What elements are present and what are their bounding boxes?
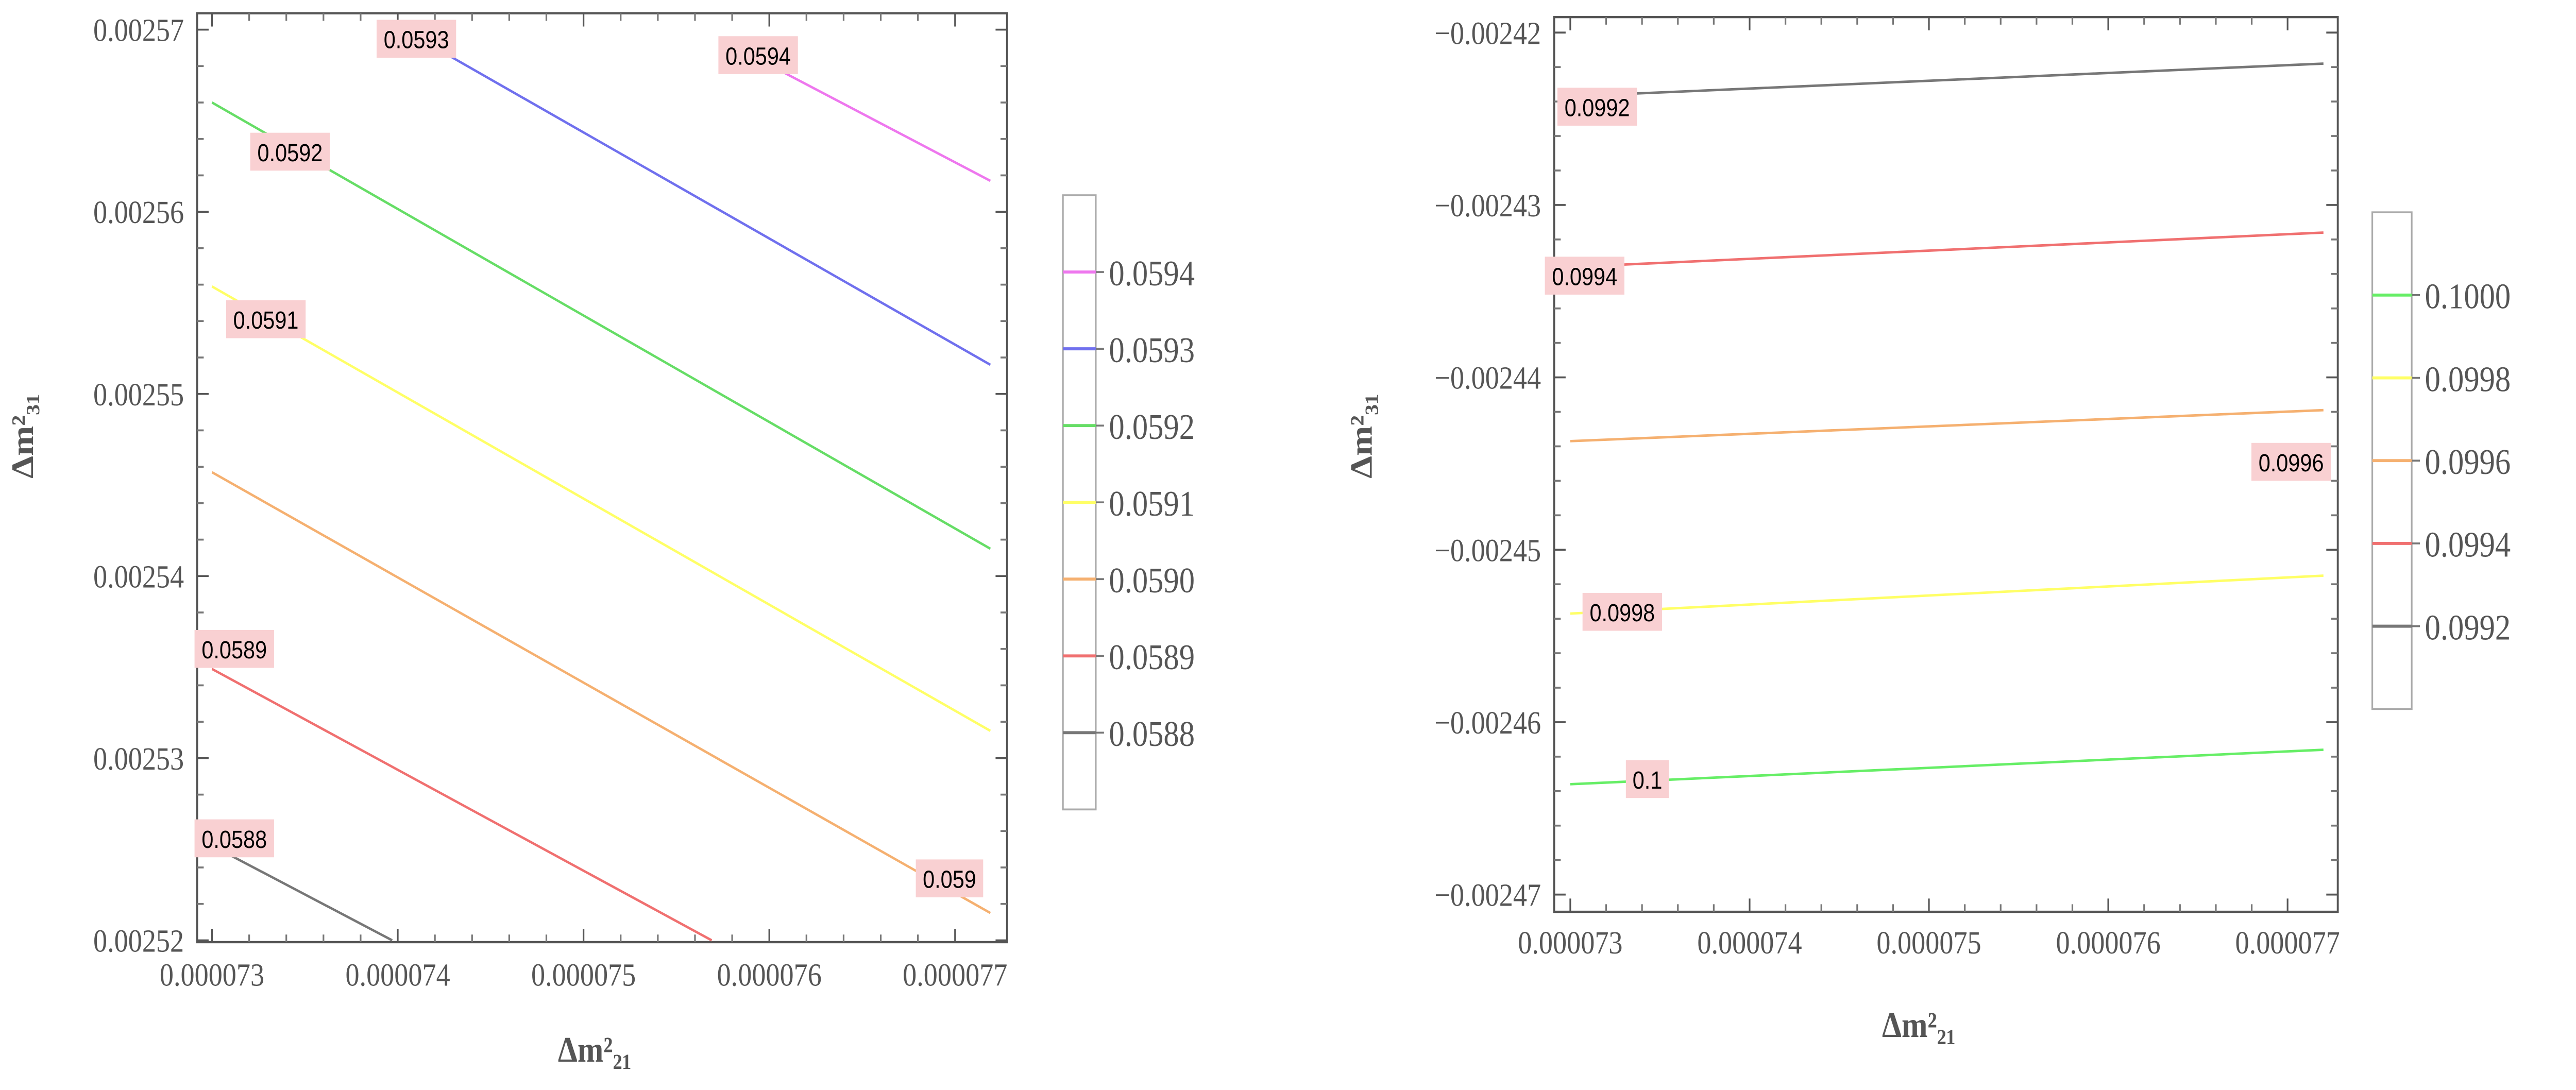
legend-label: 0.0594 — [1109, 254, 1195, 294]
y-tick-label: −0.00242 — [1434, 15, 1541, 51]
contour-line-0.0589 — [211, 668, 713, 942]
x-tick-label: 0.000073 — [1518, 925, 1622, 960]
x-tick-label: 0.000076 — [717, 957, 822, 993]
x-axis-title: Δm²₂₁ — [558, 1030, 632, 1070]
x-tick-label: 0.000073 — [160, 957, 264, 993]
contour-label-bg — [1545, 257, 1624, 295]
x-tick-label: 0.000075 — [531, 957, 636, 993]
contour-line-0.0998 — [1570, 574, 2324, 615]
y-tick-label: −0.00244 — [1434, 360, 1541, 396]
contour-line-0.1 — [1570, 748, 2324, 786]
contour-label: 0.059 — [923, 866, 976, 893]
contour-label: 0.0591 — [233, 306, 299, 334]
contour-label-bg — [226, 300, 306, 338]
legend-label: 0.0998 — [2425, 360, 2511, 399]
legend-label: 0.0996 — [2425, 442, 2511, 482]
x-tick-label: 0.000077 — [903, 957, 1007, 993]
y-tick-label: −0.00246 — [1434, 705, 1541, 740]
contour-line-0.0593 — [416, 36, 991, 366]
contour-line-0.0592 — [211, 101, 991, 550]
contour-line-0.0588 — [211, 844, 393, 942]
contour-label-bg — [194, 819, 274, 858]
x-tick-label: 0.000075 — [1876, 925, 1981, 960]
contour-label: 0.0592 — [258, 139, 323, 166]
x-tick-label: 0.000074 — [345, 957, 450, 993]
contour-label: 0.0594 — [725, 43, 791, 70]
legend-label: 0.1000 — [2425, 277, 2511, 317]
contour-label: 0.0994 — [1552, 263, 1617, 291]
contour-line-0.0994 — [1570, 231, 2324, 268]
plot-frame — [196, 12, 1008, 944]
y-tick-label: 0.00252 — [93, 923, 184, 959]
y-axis-title: Δm²₃₁ — [1345, 394, 1379, 479]
chart-panel-1: 0.000073 0.000074 0.000075 0.000076 0.000077… — [6, 12, 1195, 1070]
y-tick-label: 0.00254 — [93, 559, 184, 594]
contour-label: 0.0593 — [384, 26, 449, 54]
legend-label: 0.0591 — [1109, 484, 1195, 524]
y-axis-title: Δm²₃₁ — [6, 394, 40, 479]
contour-label: 0.0992 — [1565, 94, 1630, 122]
contour-line-0.0591 — [211, 285, 991, 732]
contour-label: 0.1 — [1633, 767, 1663, 794]
contour-label-bg — [376, 20, 456, 58]
x-axis-title: Δm²₂₁ — [1882, 1006, 1956, 1045]
contour-label: 0.0998 — [1589, 599, 1655, 626]
contour-line-0.0996 — [1570, 408, 2324, 442]
plot-frame — [1553, 15, 2339, 913]
legend-label: 0.0592 — [1109, 407, 1195, 447]
chart-panel-2: 0.000073 0.000074 0.000075 0.000076 0.000077… — [1345, 15, 2511, 1045]
contour-label-bg — [1582, 592, 1663, 631]
contour-line-0.0992 — [1570, 62, 2324, 98]
legend-label: 0.0992 — [2425, 608, 2511, 648]
y-tick-label: 0.00257 — [93, 12, 184, 48]
contour-line-0.0590 — [211, 471, 991, 914]
contour-label-bg — [718, 36, 798, 74]
legend-label: 0.0994 — [2425, 525, 2511, 565]
y-tick-label: −0.00245 — [1434, 533, 1541, 568]
contour-label-bg — [1557, 88, 1637, 126]
contour-label-bg — [1625, 760, 1669, 798]
contour-label-bg — [250, 132, 330, 171]
contour-label: 0.0588 — [201, 826, 267, 853]
legend-label: 0.0588 — [1109, 714, 1195, 754]
y-tick-label: −0.00243 — [1434, 188, 1541, 223]
contour-label-bg — [2251, 442, 2331, 481]
y-tick-label: −0.00247 — [1434, 877, 1541, 913]
legend-label: 0.0590 — [1109, 561, 1195, 601]
contour-line-0.0594 — [750, 54, 991, 182]
x-tick-label: 0.000077 — [2235, 925, 2340, 960]
contour-label-bg — [916, 859, 984, 898]
legend-label: 0.0589 — [1109, 638, 1195, 677]
contour-label-bg — [194, 629, 274, 668]
legend-label: 0.0593 — [1109, 331, 1195, 370]
y-tick-label: 0.00256 — [93, 195, 184, 230]
contour-label: 0.0589 — [201, 636, 267, 663]
x-tick-label: 0.000076 — [2056, 925, 2160, 960]
y-tick-label: 0.00253 — [93, 741, 184, 776]
contour-label: 0.0996 — [2259, 449, 2324, 476]
x-tick-label: 0.000074 — [1697, 925, 1802, 960]
y-tick-label: 0.00255 — [93, 377, 184, 412]
